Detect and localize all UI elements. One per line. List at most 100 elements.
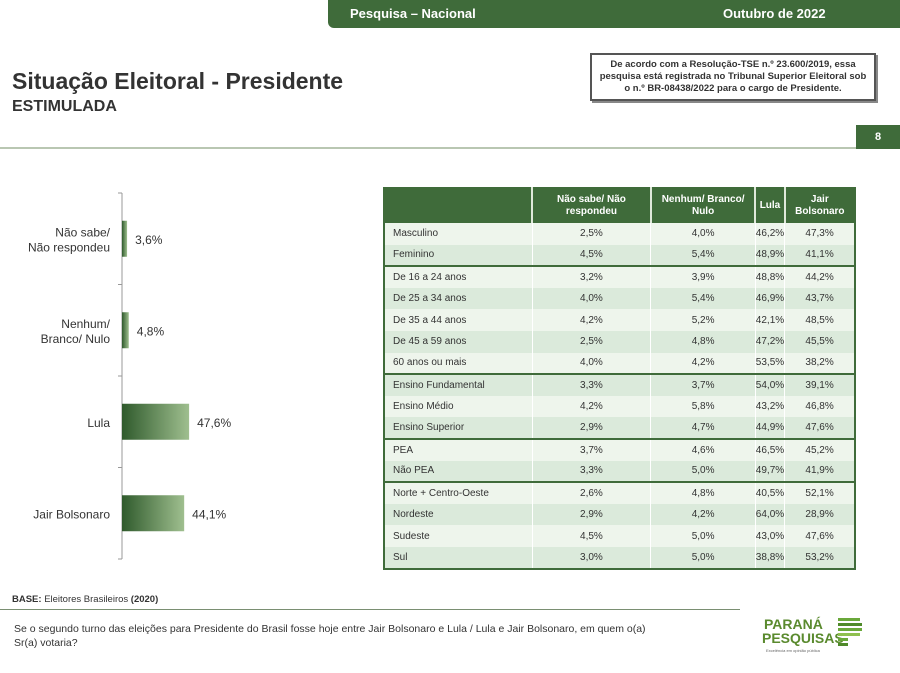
row-label: De 25 a 34 anos — [384, 287, 532, 310]
table-cell: 48,8% — [754, 265, 785, 288]
table-cell: 4,2% — [650, 352, 756, 375]
table-cell: 2,5% — [531, 330, 651, 353]
table-cell: 4,7% — [650, 417, 756, 439]
category-label: Lula — [87, 416, 110, 430]
table-cell: 48,9% — [754, 244, 785, 267]
table-cell: 4,0% — [531, 287, 651, 310]
data-label: 47,6% — [197, 416, 231, 430]
table-cell: 2,6% — [531, 481, 651, 504]
table-cell: 48,5% — [784, 309, 855, 331]
table-row: Ensino Superior 2,9% 4,7% 44,9% 47,6% — [384, 417, 855, 439]
table-row: Ensino Fundamental 3,3% 3,7% 54,0% 39,1% — [384, 373, 855, 396]
table-cell: 47,6% — [784, 525, 855, 547]
row-label: De 45 a 59 anos — [384, 330, 532, 353]
table-cell: 5,0% — [650, 546, 756, 569]
table-cell: 45,5% — [784, 330, 855, 353]
table-row: Masculino 2,5% 4,0% 46,2% 47,3% — [384, 223, 855, 245]
survey-question: Se o segundo turno das eleições para Pre… — [14, 623, 646, 649]
table-cell: 41,9% — [784, 460, 855, 483]
table-cell: 4,6% — [650, 437, 756, 461]
table-cell: 53,2% — [784, 546, 855, 569]
column-header: Lula — [754, 188, 785, 223]
table-row: Sudeste 4,5% 5,0% 43,0% 47,6% — [384, 525, 855, 547]
table-row: Nordeste 2,9% 4,2% 64,0% 28,9% — [384, 503, 855, 526]
header-survey-label: Pesquisa – Nacional — [350, 6, 476, 21]
table-cell: 4,2% — [650, 503, 756, 526]
table-cell: 43,7% — [784, 287, 855, 310]
column-header: Nenhum/ Branco/ Nulo — [649, 188, 756, 223]
header-date: Outubro de 2022 — [723, 6, 826, 21]
table-row: De 35 a 44 anos 4,2% 5,2% 42,1% 48,5% — [384, 309, 855, 331]
row-label: Nordeste — [384, 503, 532, 526]
table-cell: 5,8% — [650, 395, 756, 418]
row-label: 60 anos ou mais — [384, 352, 532, 375]
tse-notice: De acordo com a Resolução-TSE n.º 23.600… — [590, 53, 876, 101]
table-row: Não PEA 3,3% 5,0% 49,7% 41,9% — [384, 460, 855, 483]
table-cell: 3,7% — [650, 373, 756, 396]
table-cell: 43,2% — [754, 395, 785, 418]
table-cell: 2,5% — [531, 223, 651, 245]
table-cell: 5,4% — [650, 287, 756, 310]
row-label: Norte + Centro-Oeste — [384, 481, 532, 504]
table-cell: 5,0% — [650, 460, 756, 483]
row-label: Feminino — [384, 244, 532, 267]
base-note: BASE: Eleitores Brasileiros (2020) — [12, 594, 158, 605]
table-cell: 2,9% — [531, 417, 651, 439]
table-row: Sul 3,0% 5,0% 38,8% 53,2% — [384, 546, 855, 569]
bar — [122, 220, 128, 257]
table-cell: 49,7% — [754, 460, 785, 483]
table-cell: 43,0% — [754, 525, 785, 547]
table-cell: 46,9% — [754, 287, 785, 310]
table-cell: 3,0% — [531, 546, 651, 569]
category-label: Jair Bolsonaro — [33, 507, 110, 521]
divider — [0, 147, 856, 149]
row-label: Ensino Médio — [384, 395, 532, 418]
data-label: 4,8% — [137, 324, 165, 338]
page-subtitle: ESTIMULADA — [12, 98, 117, 115]
row-label: De 16 a 24 anos — [384, 265, 532, 288]
table-cell: 46,2% — [754, 223, 785, 245]
bar — [122, 403, 190, 440]
table-cell: 46,5% — [754, 437, 785, 461]
table-row: De 25 a 34 anos 4,0% 5,4% 46,9% 43,7% — [384, 287, 855, 310]
row-label: Ensino Superior — [384, 417, 532, 439]
table-cell: 38,8% — [754, 546, 785, 569]
table-cell: 4,0% — [650, 223, 756, 245]
column-header: Jair Bolsonaro — [783, 188, 855, 223]
row-label: Sudeste — [384, 525, 532, 547]
table-cell: 47,3% — [784, 223, 855, 245]
table-cell: 28,9% — [784, 503, 855, 526]
table-cell: 3,7% — [531, 437, 651, 461]
table-cell: 39,1% — [784, 373, 855, 396]
table-cell: 3,2% — [531, 265, 651, 288]
table-cell: 4,8% — [650, 481, 756, 504]
footer-divider — [0, 609, 740, 610]
table-cell: 5,2% — [650, 309, 756, 331]
table-cell: 4,5% — [531, 244, 651, 267]
table-cell: 5,0% — [650, 525, 756, 547]
table-cell: 41,1% — [784, 244, 855, 267]
base-text: Eleitores Brasileiros — [44, 594, 129, 605]
svg-text:PESQUISAS: PESQUISAS — [762, 630, 844, 646]
table-cell: 4,2% — [531, 309, 651, 331]
bar — [122, 495, 185, 532]
page-number: 8 — [856, 125, 900, 149]
table-cell: 44,2% — [784, 265, 855, 288]
bar — [122, 312, 129, 349]
table-row: 60 anos ou mais 4,0% 4,2% 53,5% 38,2% — [384, 352, 855, 375]
table-cell: 47,6% — [784, 417, 855, 439]
table-row: De 16 a 24 anos 3,2% 3,9% 48,8% 44,2% — [384, 265, 855, 288]
column-header — [384, 188, 532, 223]
table-cell: 4,8% — [650, 330, 756, 353]
table-cell: 5,4% — [650, 244, 756, 267]
table-cell: 64,0% — [754, 503, 785, 526]
row-label: PEA — [384, 437, 532, 461]
page-title: Situação Eleitoral - Presidente — [12, 68, 344, 94]
table-cell: 38,2% — [784, 352, 855, 375]
data-label: 44,1% — [192, 507, 226, 521]
table-cell: 45,2% — [784, 437, 855, 461]
svg-text:Excelência em opinião pública: Excelência em opinião pública — [766, 648, 821, 653]
table-cell: 3,3% — [531, 460, 651, 483]
row-label: Masculino — [384, 223, 532, 245]
table-row: Norte + Centro-Oeste 2,6% 4,8% 40,5% 52,1% — [384, 481, 855, 504]
